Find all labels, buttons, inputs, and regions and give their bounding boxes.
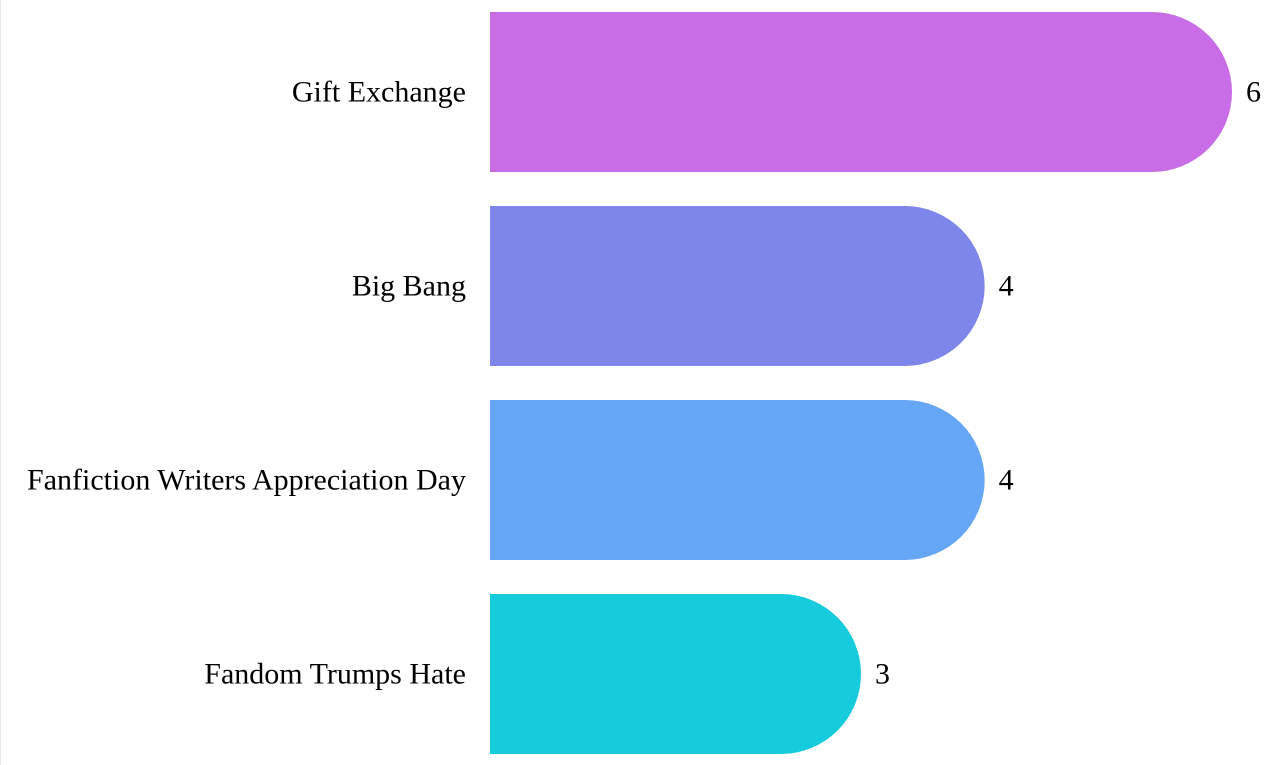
value-label-0: 6 bbox=[1246, 76, 1261, 109]
bar-1 bbox=[490, 206, 985, 366]
category-label-1: Big Bang bbox=[352, 270, 466, 303]
bar-0 bbox=[490, 12, 1232, 172]
bar-2 bbox=[490, 400, 985, 560]
value-label-2: 4 bbox=[999, 464, 1014, 497]
value-label-3: 3 bbox=[875, 658, 890, 691]
category-label-2: Fanfiction Writers Appreciation Day bbox=[27, 464, 466, 497]
bar-3 bbox=[490, 594, 861, 754]
value-label-1: 4 bbox=[999, 270, 1014, 303]
category-label-3: Fandom Trumps Hate bbox=[204, 658, 466, 691]
chart-left-border bbox=[0, 0, 1, 765]
category-label-0: Gift Exchange bbox=[292, 76, 466, 109]
